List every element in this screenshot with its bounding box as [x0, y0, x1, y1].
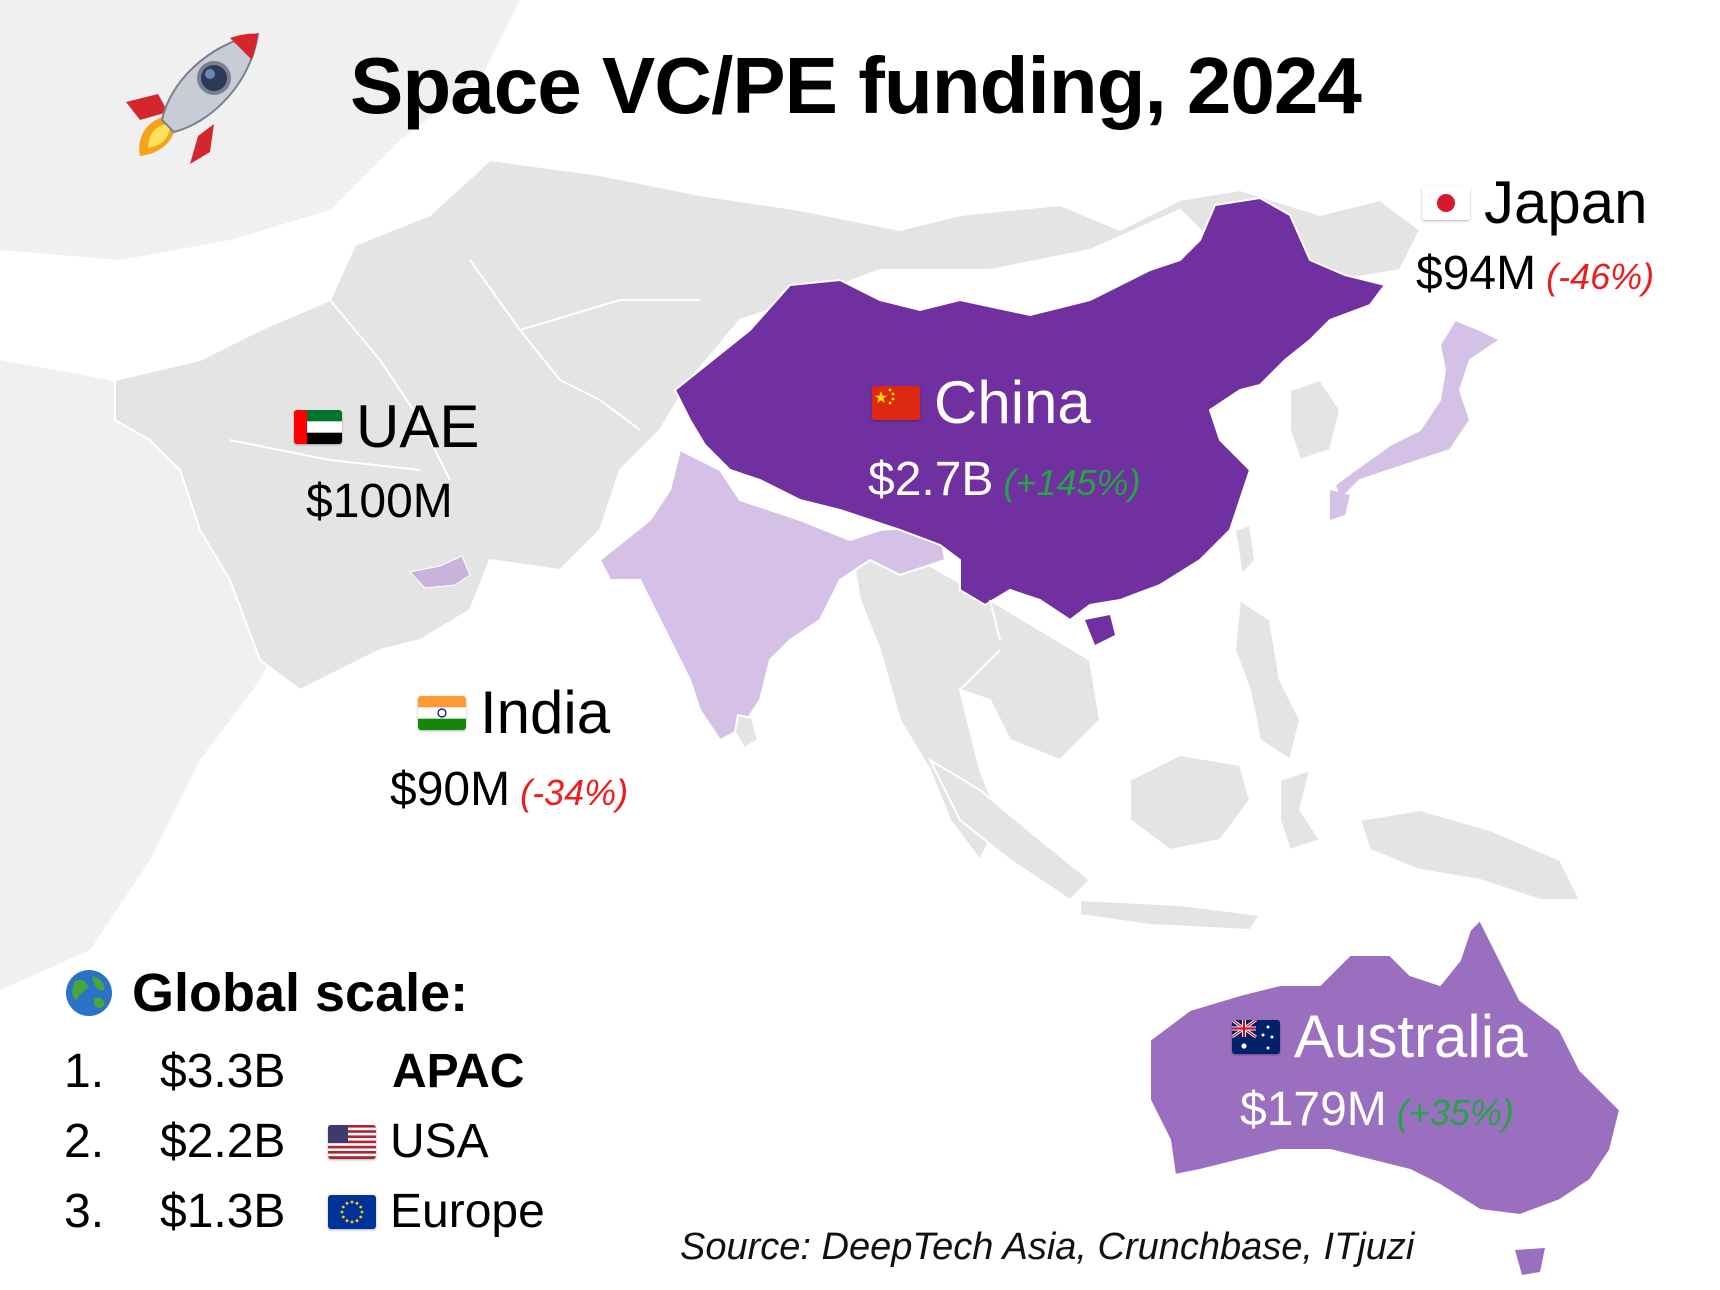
australia-flag-icon: [1232, 1019, 1280, 1054]
china-label: China: [872, 368, 1091, 437]
philippines-land: [1233, 598, 1302, 762]
australia-change: (+35%): [1396, 1092, 1514, 1133]
tasmania-region: [1515, 1248, 1545, 1275]
india-amount-row: $90M (-34%): [390, 762, 628, 817]
australia-name: Australia: [1294, 1003, 1528, 1070]
rocket-icon: [118, 24, 268, 164]
japan-region: [1333, 318, 1502, 502]
rank-row: 2. $2.2B USA: [64, 1114, 489, 1169]
country-borders: [229, 259, 1001, 691]
borneo-land: [1129, 753, 1252, 852]
japan-change: (-46%): [1546, 256, 1655, 297]
page-title: Space VC/PE funding, 2024: [350, 41, 1362, 130]
rank-row: 3. $1.3B Europe: [64, 1184, 545, 1239]
rank-number: 1.: [64, 1045, 105, 1098]
globe-icon: [64, 968, 114, 1018]
india-name: India: [480, 679, 611, 746]
rank-region: APAC: [392, 1045, 525, 1098]
rank-region: Europe: [390, 1185, 545, 1238]
rank-amount: $3.3B: [160, 1045, 286, 1098]
sumatra-land: [927, 757, 1092, 902]
taiwan-land: [1233, 523, 1257, 578]
europe-landmass: [0, 0, 520, 260]
global-scale-heading: Global scale:: [64, 962, 468, 1024]
china-amount: $2.7B: [868, 453, 994, 506]
hainan-region: [1085, 615, 1115, 645]
uae-region: [409, 555, 471, 589]
eu-flag-icon: [328, 1194, 376, 1229]
global-scale-title: Global scale:: [132, 963, 469, 1023]
rank-amount: $2.2B: [160, 1115, 286, 1168]
china-flag-icon: [872, 385, 920, 420]
uae-amount-row: $100M: [306, 474, 453, 529]
china-region: [673, 196, 1387, 622]
rank-amount: $1.3B: [160, 1185, 286, 1238]
usa-flag-icon: [328, 1124, 376, 1159]
uae-name: UAE: [356, 393, 480, 460]
middle-east-central-asia-land: [114, 158, 1422, 692]
japan-label: Japan: [1422, 168, 1647, 237]
java-land: [1079, 898, 1262, 932]
japan-amount-row: $94M (-46%): [1416, 246, 1654, 301]
japan-name: Japan: [1484, 169, 1648, 236]
india-amount: $90M: [390, 763, 511, 816]
india-label: India: [418, 678, 610, 747]
rank-row: 1. $3.3B APAC: [64, 1044, 524, 1099]
china-amount-row: $2.7B (+145%): [868, 452, 1141, 507]
new-guinea-land: [1358, 808, 1582, 901]
uae-amount: $100M: [306, 475, 453, 528]
rank-region: USA: [390, 1115, 489, 1168]
australia-region: [1149, 918, 1622, 1217]
china-name: China: [934, 369, 1091, 436]
india-region: [598, 448, 947, 742]
source-note: Source: DeepTech Asia, Crunchbase, ITjuz…: [680, 1226, 1415, 1268]
japan-flag-icon: [1422, 185, 1470, 220]
australia-amount-row: $179M (+35%): [1240, 1082, 1514, 1137]
sri-lanka-land: [733, 713, 760, 750]
uae-flag-icon: [294, 409, 342, 444]
kyushu-region: [1330, 490, 1350, 520]
japan-amount: $94M: [1416, 247, 1537, 300]
sulawesi-land: [1279, 768, 1322, 852]
india-change: (-34%): [520, 772, 629, 813]
rank-number: 3.: [64, 1185, 105, 1238]
korea-land: [1289, 378, 1342, 462]
uae-label: UAE: [294, 392, 479, 461]
australia-label: Australia: [1232, 1002, 1527, 1071]
china-change: (+145%): [1003, 462, 1141, 503]
india-flag-icon: [418, 695, 466, 730]
rank-number: 2.: [64, 1115, 105, 1168]
australia-amount: $179M: [1240, 1083, 1387, 1136]
